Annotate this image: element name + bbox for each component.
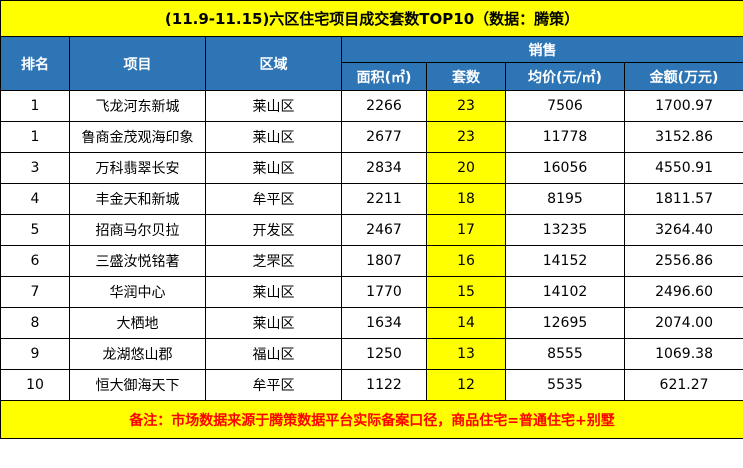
- table-row: 6 三盛汝悦铭著 芝罘区 1807 16 14152 2556.86: [0, 245, 743, 277]
- cell-amount: 3264.40: [623, 214, 743, 246]
- cell-project: 恒大御海天下: [69, 369, 206, 401]
- header-rank: 排名: [0, 36, 70, 91]
- cell-avg-price: 5535: [505, 369, 625, 401]
- cell-amount: 1700.97: [623, 90, 743, 122]
- cell-units: 16: [426, 245, 506, 277]
- cell-area: 1807: [341, 245, 427, 277]
- table-row: 1 飞龙河东新城 莱山区 2266 23 7506 1700.97: [0, 90, 743, 122]
- cell-district: 芝罘区: [205, 245, 342, 277]
- cell-avg-price: 8195: [505, 183, 625, 215]
- cell-amount: 3152.86: [623, 121, 743, 153]
- cell-rank: 5: [0, 214, 70, 246]
- cell-project: 飞龙河东新城: [69, 90, 206, 122]
- cell-units: 18: [426, 183, 506, 215]
- cell-amount: 2496.60: [623, 276, 743, 308]
- header-sales: 销售: [340, 36, 743, 63]
- cell-area: 1634: [341, 307, 427, 339]
- cell-project: 万科翡翠长安: [69, 152, 206, 184]
- cell-units: 14: [426, 307, 506, 339]
- cell-units: 17: [426, 214, 506, 246]
- header-area: 面积(㎡): [341, 62, 427, 91]
- cell-rank: 9: [0, 338, 70, 370]
- cell-rank: 4: [0, 183, 70, 215]
- cell-project: 招商马尔贝拉: [69, 214, 206, 246]
- cell-area: 2467: [341, 214, 427, 246]
- cell-amount: 1069.38: [623, 338, 743, 370]
- cell-area: 2266: [341, 90, 427, 122]
- cell-district: 莱山区: [205, 152, 342, 184]
- cell-units: 12: [426, 369, 506, 401]
- ranking-table: (11.9-11.15)六区住宅项目成交套数TOP10（数据：腾策） 排名 项目…: [0, 0, 743, 439]
- cell-amount: 2074.00: [623, 307, 743, 339]
- cell-avg-price: 8555: [505, 338, 625, 370]
- cell-avg-price: 14102: [505, 276, 625, 308]
- cell-district: 牟平区: [205, 183, 342, 215]
- table-row: 9 龙湖悠山郡 福山区 1250 13 8555 1069.38: [0, 338, 743, 370]
- cell-area: 2677: [341, 121, 427, 153]
- cell-rank: 1: [0, 121, 70, 153]
- cell-amount: 1811.57: [623, 183, 743, 215]
- cell-rank: 8: [0, 307, 70, 339]
- cell-avg-price: 16056: [505, 152, 625, 184]
- cell-district: 莱山区: [205, 121, 342, 153]
- cell-avg-price: 14152: [505, 245, 625, 277]
- cell-amount: 621.27: [623, 369, 743, 401]
- table-footnote: 备注：市场数据来源于腾策数据平台实际备案口径，商品住宅=普通住宅+别墅: [0, 400, 743, 439]
- cell-rank: 3: [0, 152, 70, 184]
- cell-units: 13: [426, 338, 506, 370]
- cell-project: 鲁商金茂观海印象: [69, 121, 206, 153]
- cell-project: 三盛汝悦铭著: [69, 245, 206, 277]
- header-amount: 金额(万元): [623, 62, 743, 91]
- cell-avg-price: 13235: [505, 214, 625, 246]
- cell-avg-price: 12695: [505, 307, 625, 339]
- table-row: 5 招商马尔贝拉 开发区 2467 17 13235 3264.40: [0, 214, 743, 246]
- cell-amount: 2556.86: [623, 245, 743, 277]
- cell-area: 2834: [341, 152, 427, 184]
- cell-district: 莱山区: [205, 276, 342, 308]
- cell-area: 1250: [341, 338, 427, 370]
- cell-area: 2211: [341, 183, 427, 215]
- header-project: 项目: [69, 36, 206, 91]
- cell-avg-price: 7506: [505, 90, 625, 122]
- table-row: 10 恒大御海天下 牟平区 1122 12 5535 621.27: [0, 369, 743, 401]
- cell-district: 莱山区: [205, 90, 342, 122]
- table-title: (11.9-11.15)六区住宅项目成交套数TOP10（数据：腾策）: [0, 0, 743, 37]
- cell-amount: 4550.91: [623, 152, 743, 184]
- cell-avg-price: 11778: [505, 121, 625, 153]
- header-units: 套数: [426, 62, 506, 91]
- cell-district: 福山区: [205, 338, 342, 370]
- cell-area: 1770: [341, 276, 427, 308]
- cell-rank: 10: [0, 369, 70, 401]
- cell-rank: 7: [0, 276, 70, 308]
- table-row: 3 万科翡翠长安 莱山区 2834 20 16056 4550.91: [0, 152, 743, 184]
- cell-district: 开发区: [205, 214, 342, 246]
- cell-project: 龙湖悠山郡: [69, 338, 206, 370]
- cell-district: 牟平区: [205, 369, 342, 401]
- cell-district: 莱山区: [205, 307, 342, 339]
- table-row: 8 大栖地 莱山区 1634 14 12695 2074.00: [0, 307, 743, 339]
- cell-units: 20: [426, 152, 506, 184]
- cell-project: 华润中心: [69, 276, 206, 308]
- table-row: 7 华润中心 莱山区 1770 15 14102 2496.60: [0, 276, 743, 308]
- table-row: 4 丰金天和新城 牟平区 2211 18 8195 1811.57: [0, 183, 743, 215]
- cell-units: 23: [426, 121, 506, 153]
- header-district: 区域: [205, 36, 342, 91]
- cell-units: 23: [426, 90, 506, 122]
- header-avg-price: 均价(元/㎡): [505, 62, 625, 91]
- cell-project: 大栖地: [69, 307, 206, 339]
- cell-project: 丰金天和新城: [69, 183, 206, 215]
- cell-rank: 1: [0, 90, 70, 122]
- cell-rank: 6: [0, 245, 70, 277]
- table-row: 1 鲁商金茂观海印象 莱山区 2677 23 11778 3152.86: [0, 121, 743, 153]
- cell-units: 15: [426, 276, 506, 308]
- cell-area: 1122: [341, 369, 427, 401]
